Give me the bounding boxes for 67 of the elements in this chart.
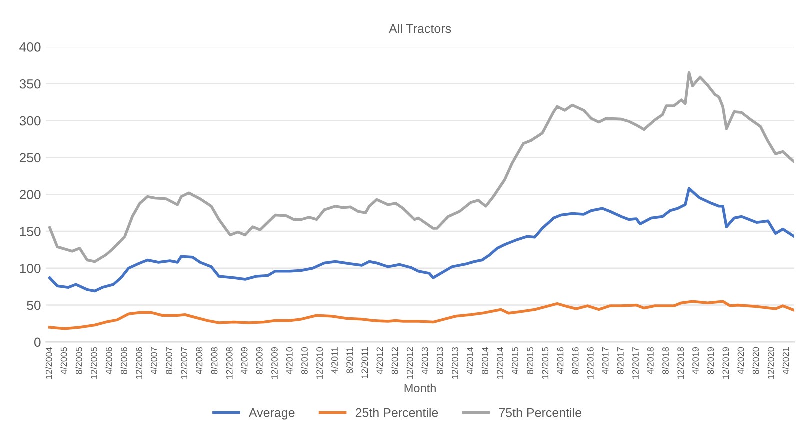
x-tick-label: 12/2013 bbox=[452, 347, 458, 380]
x-tick-label: 4/2008 bbox=[196, 347, 203, 374]
y-tick-label: 300 bbox=[20, 116, 41, 126]
x-tick-label: 12/2007 bbox=[180, 348, 188, 380]
legend-label: Average bbox=[248, 408, 295, 420]
x-tick-label: 12/2016 bbox=[587, 347, 594, 380]
x-tick-label: 12/2005 bbox=[90, 347, 98, 380]
line-series bbox=[48, 71, 794, 264]
x-tick-label: 4/2010 bbox=[286, 347, 293, 374]
y-tick-label: 50 bbox=[27, 300, 41, 310]
x-tick-label: 4/2020 bbox=[738, 347, 744, 374]
x-tick-label: 4/2018 bbox=[647, 347, 654, 374]
x-tick-label: 8/2015 bbox=[526, 347, 534, 374]
x-axis-title: Month bbox=[404, 384, 436, 393]
x-tick-label: 12/2017 bbox=[632, 348, 639, 380]
y-tick-label: 150 bbox=[20, 227, 41, 236]
y-tick-label: 200 bbox=[20, 190, 41, 200]
x-tick-label: 12/2014 bbox=[496, 347, 504, 380]
x-tick-label: 12/2008 bbox=[226, 347, 233, 380]
x-tick-label: 4/2009 bbox=[241, 348, 248, 374]
x-tick-label: 8/2012 bbox=[392, 348, 398, 374]
x-tick-label: 4/2012 bbox=[376, 348, 384, 374]
x-tick-label: 12/2004 bbox=[46, 347, 52, 380]
legend-label: 75th Percentile bbox=[499, 408, 582, 418]
x-tick-label: 8/2009 bbox=[256, 348, 263, 374]
y-tick-label: 250 bbox=[20, 153, 41, 163]
x-tick-label: 8/2008 bbox=[211, 347, 218, 374]
x-tick-label: 12/2009 bbox=[271, 348, 278, 380]
x-tick-label: 4/2014 bbox=[466, 347, 474, 374]
x-tick-label: 12/2012 bbox=[406, 348, 414, 380]
x-tick-label: 8/2005 bbox=[76, 347, 82, 374]
y-tick-label: 100 bbox=[20, 264, 41, 274]
x-tick-label: 8/2017 bbox=[617, 348, 624, 374]
x-tick-label: 4/2015 bbox=[512, 347, 518, 374]
x-tick-label: 8/2006 bbox=[120, 347, 128, 374]
x-tick-label: 12/2006 bbox=[136, 347, 142, 380]
x-tick-label: 8/2016 bbox=[572, 347, 579, 374]
x-tick-label: 4/2017 bbox=[602, 348, 609, 374]
legend-label: 25th Percentile bbox=[356, 408, 438, 418]
x-tick-label: 12/2011 bbox=[361, 348, 368, 378]
x-tick-label: 8/2013 bbox=[436, 347, 444, 374]
x-tick-label: 4/2019 bbox=[692, 348, 699, 374]
x-tick-label: 8/2019 bbox=[707, 348, 714, 374]
x-tick-label: 12/2020 bbox=[768, 347, 774, 380]
y-tick-label: 350 bbox=[20, 79, 41, 89]
x-tick-label: 4/2016 bbox=[557, 347, 564, 374]
x-tick-label: 8/2018 bbox=[662, 347, 669, 374]
x-tick-label: 8/2010 bbox=[301, 347, 308, 374]
x-tick-label: 8/2011 bbox=[346, 348, 354, 374]
x-tick-label: 8/2020 bbox=[752, 347, 760, 374]
x-tick-label: 8/2014 bbox=[482, 347, 488, 374]
x-tick-label: 4/2005 bbox=[60, 347, 68, 374]
x-tick-label: 12/2019 bbox=[722, 348, 730, 380]
x-tick-label: 4/2013 bbox=[422, 347, 428, 374]
y-tick-label: 0 bbox=[34, 338, 41, 348]
x-tick-label: 12/2015 bbox=[542, 347, 549, 380]
x-tick-label: 4/2006 bbox=[106, 347, 112, 374]
line-series bbox=[48, 187, 794, 293]
x-tick-label: 4/2021 bbox=[782, 348, 790, 374]
x-tick-label: 4/2011 bbox=[331, 348, 338, 374]
x-tick-label: 4/2007 bbox=[150, 348, 158, 374]
x-tick-label: 12/2010 bbox=[316, 347, 324, 380]
line-series bbox=[48, 300, 794, 330]
x-tick-label: 8/2007 bbox=[166, 348, 173, 374]
chart-title: All Tractors bbox=[389, 24, 452, 34]
x-tick-label: 12/2018 bbox=[677, 347, 684, 380]
y-tick-label: 400 bbox=[20, 42, 41, 52]
